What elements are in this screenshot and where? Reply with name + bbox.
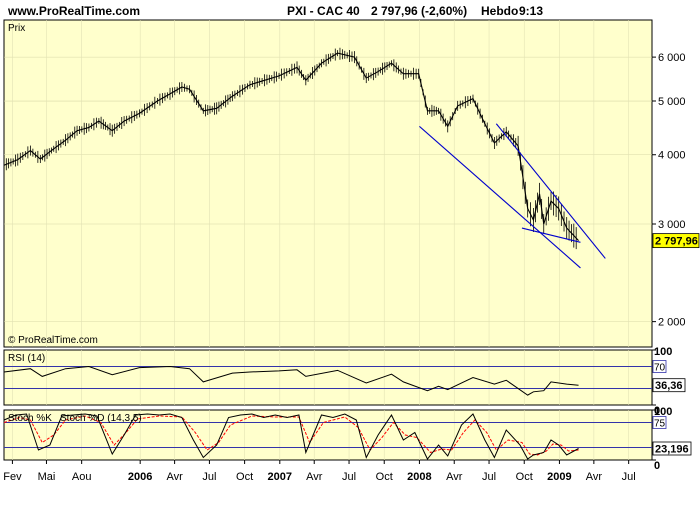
price-y-tick-label: 6 000	[658, 52, 686, 64]
stoch-y-tick-label: 100	[654, 406, 672, 418]
stoch-last-badge-text: 23,196	[655, 444, 689, 456]
x-tick-label: Oct	[236, 471, 253, 483]
price-last-badge-text: 2 797,96	[655, 236, 698, 248]
x-tick-label: Jul	[622, 471, 636, 483]
price-last-badge-bg	[652, 233, 700, 249]
x-tick-label: 2006	[128, 471, 152, 483]
rsi-panel-title: RSI (14)	[8, 353, 45, 364]
stoch-level-badge	[652, 416, 667, 429]
rsi-series	[3, 365, 579, 396]
rsi-last-badge-bg	[652, 378, 686, 393]
trendline	[521, 227, 581, 243]
price-panel: 6 000 5 000 4 000 3 000 2 000 Prix © ProReal…	[3, 19, 700, 348]
x-tick-label: Mai	[38, 471, 56, 483]
price-y-tick-label: 5 000	[658, 96, 686, 108]
stoch-level-label: 75	[654, 419, 666, 430]
x-tick-label: Jul	[482, 471, 496, 483]
x-tick-label: Aou	[72, 471, 92, 483]
last-value-label: 2 797,96 (-2,60%)	[371, 4, 467, 18]
rsi-series-line	[3, 365, 579, 396]
rsi-level-badge	[652, 360, 667, 373]
stoch-series-line	[3, 413, 579, 460]
x-tick-label: Avr	[586, 471, 603, 483]
stoch-k-title: Stoch %K	[8, 413, 52, 424]
x-tick-label: Oct	[516, 471, 533, 483]
x-tick-label: 2008	[407, 471, 431, 483]
price-panel-title: Prix	[8, 23, 25, 34]
x-tick-label: 2007	[268, 471, 292, 483]
watermark: © ProRealTime.com	[8, 335, 98, 346]
site-label: www.ProRealTime.com	[7, 4, 140, 18]
stoch-last-badge-bg	[652, 441, 692, 456]
price-y-tick-label: 2 000	[658, 317, 686, 329]
instrument-label: PXI - CAC 40	[287, 4, 360, 18]
stoch-levels	[4, 410, 652, 460]
rsi-level-label: 70	[654, 363, 666, 374]
price-panel-bg	[3, 19, 653, 348]
x-tick-label: Oct	[376, 471, 393, 483]
trendline	[495, 123, 606, 259]
period-label: Hebdo	[481, 4, 518, 18]
x-tick-label: Fev	[3, 471, 22, 483]
price-gridlines	[4, 20, 652, 347]
stoch-y-tick-label: 0	[654, 460, 660, 472]
x-tick-label: Avr	[166, 471, 183, 483]
trendline	[419, 125, 581, 269]
stoch-d-title: Stoch %D (14,3,5)	[60, 413, 142, 424]
rsi-y-tick-label: 100	[654, 346, 672, 358]
price-last-badge: 2 797,96	[652, 233, 700, 249]
time-label: 9:13	[519, 4, 543, 18]
rsi-y-tick-label: 0	[654, 405, 660, 417]
price-y-tick-label: 3 000	[658, 219, 686, 231]
rsi-panel-bg	[3, 349, 653, 406]
price-y-axis: 6 000 5 000 4 000 3 000 2 000	[652, 52, 686, 329]
trendlines	[419, 123, 606, 269]
x-tick-label: Jul	[202, 471, 216, 483]
rsi-levels	[4, 350, 652, 405]
x-tick-label: 2009	[547, 471, 571, 483]
rsi-last-badge: 36,36	[652, 378, 686, 393]
price-line	[3, 52, 579, 241]
x-axis: Fev Mai Aou 2006 Avr Jul Oct 2007 Avr Jul Oct 2008 A…	[3, 460, 636, 483]
price-bars	[3, 47, 577, 250]
x-tick-label: Avr	[306, 471, 323, 483]
rsi-last-badge-text: 36,36	[655, 380, 683, 392]
price-y-tick-label: 4 000	[658, 150, 686, 162]
stoch-last-badge: 23,196	[652, 441, 692, 456]
stoch-series	[3, 413, 579, 460]
x-tick-label: Avr	[446, 471, 463, 483]
price-series	[3, 47, 579, 250]
x-tick-label: Jul	[342, 471, 356, 483]
header-bar: www.ProRealTime.com PXI - CAC 40 2 797,9…	[7, 4, 543, 18]
